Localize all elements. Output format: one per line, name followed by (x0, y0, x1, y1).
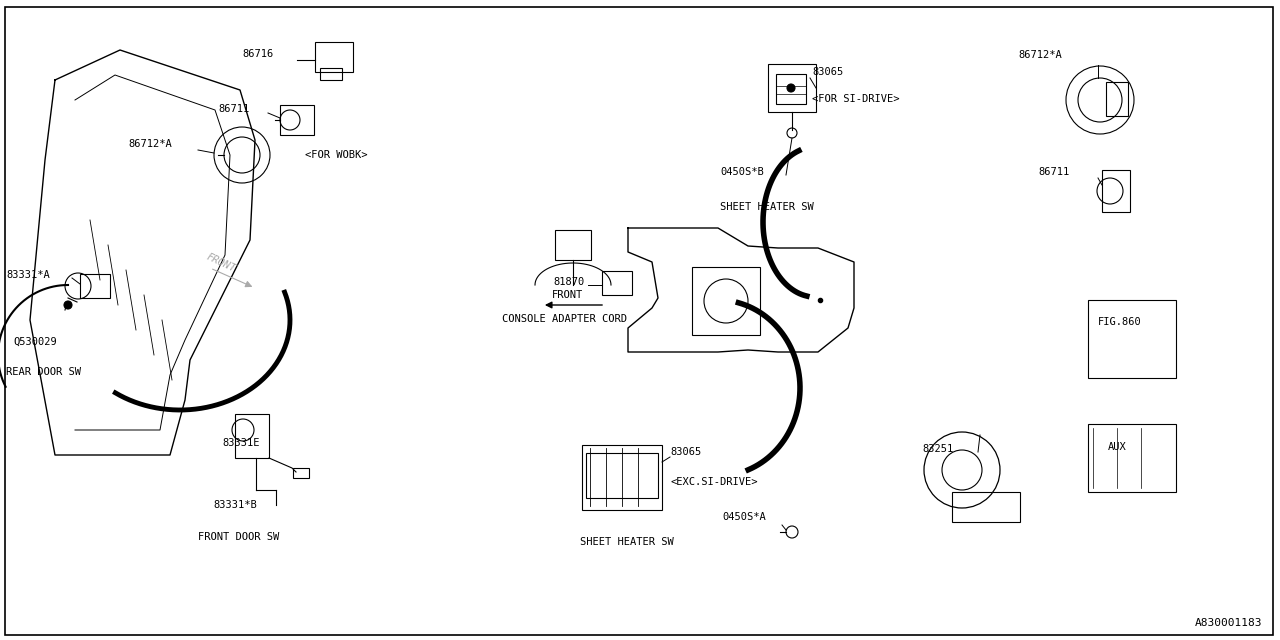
Text: 83065: 83065 (669, 447, 701, 457)
Text: <EXC.SI-DRIVE>: <EXC.SI-DRIVE> (669, 477, 758, 487)
Text: 81870: 81870 (553, 277, 584, 287)
Circle shape (787, 84, 795, 92)
Text: 83065: 83065 (812, 67, 844, 77)
Text: 86711: 86711 (1038, 167, 1069, 177)
Bar (315, 42, 353, 72)
Text: 83331*A: 83331*A (6, 270, 50, 280)
Bar (692, 267, 760, 335)
Text: SHEET HEATER SW: SHEET HEATER SW (580, 537, 673, 547)
Circle shape (64, 301, 72, 309)
Text: <FOR SI-DRIVE>: <FOR SI-DRIVE> (812, 94, 900, 104)
Bar (293, 468, 308, 478)
Bar (768, 64, 817, 112)
Text: FRONT DOOR SW: FRONT DOOR SW (198, 532, 279, 542)
Bar (1102, 170, 1130, 212)
Text: REAR DOOR SW: REAR DOOR SW (6, 367, 81, 377)
Bar (280, 105, 314, 135)
Bar (602, 271, 632, 295)
Text: SHEET HEATER SW: SHEET HEATER SW (721, 202, 814, 212)
Bar (236, 414, 269, 458)
Bar (1088, 424, 1176, 492)
Text: FIG.860: FIG.860 (1098, 317, 1142, 327)
Bar (81, 274, 110, 298)
Text: <FOR WOBK>: <FOR WOBK> (305, 150, 367, 160)
Bar (586, 453, 658, 498)
Text: AUX: AUX (1108, 442, 1126, 452)
Bar (582, 445, 662, 510)
Text: FRONT: FRONT (205, 252, 238, 274)
Text: FRONT: FRONT (552, 290, 584, 300)
Text: 86712*A: 86712*A (1018, 50, 1061, 60)
Text: Q530029: Q530029 (13, 337, 56, 347)
Text: 0450S*B: 0450S*B (721, 167, 764, 177)
Bar (320, 68, 342, 80)
Bar (1088, 300, 1176, 378)
Bar (952, 492, 1020, 522)
Text: A830001183: A830001183 (1194, 618, 1262, 628)
Bar (1106, 82, 1128, 116)
Text: 0450S*A: 0450S*A (722, 512, 765, 522)
Text: 86711: 86711 (218, 104, 250, 114)
Bar (556, 230, 591, 260)
Text: 86712*A: 86712*A (128, 139, 172, 149)
Text: 83251: 83251 (922, 444, 954, 454)
Text: 83331E: 83331E (221, 438, 260, 448)
Text: 83331*B: 83331*B (212, 500, 257, 510)
Text: 86716: 86716 (242, 49, 273, 59)
Bar (776, 74, 806, 104)
Text: CONSOLE ADAPTER CORD: CONSOLE ADAPTER CORD (502, 314, 627, 324)
